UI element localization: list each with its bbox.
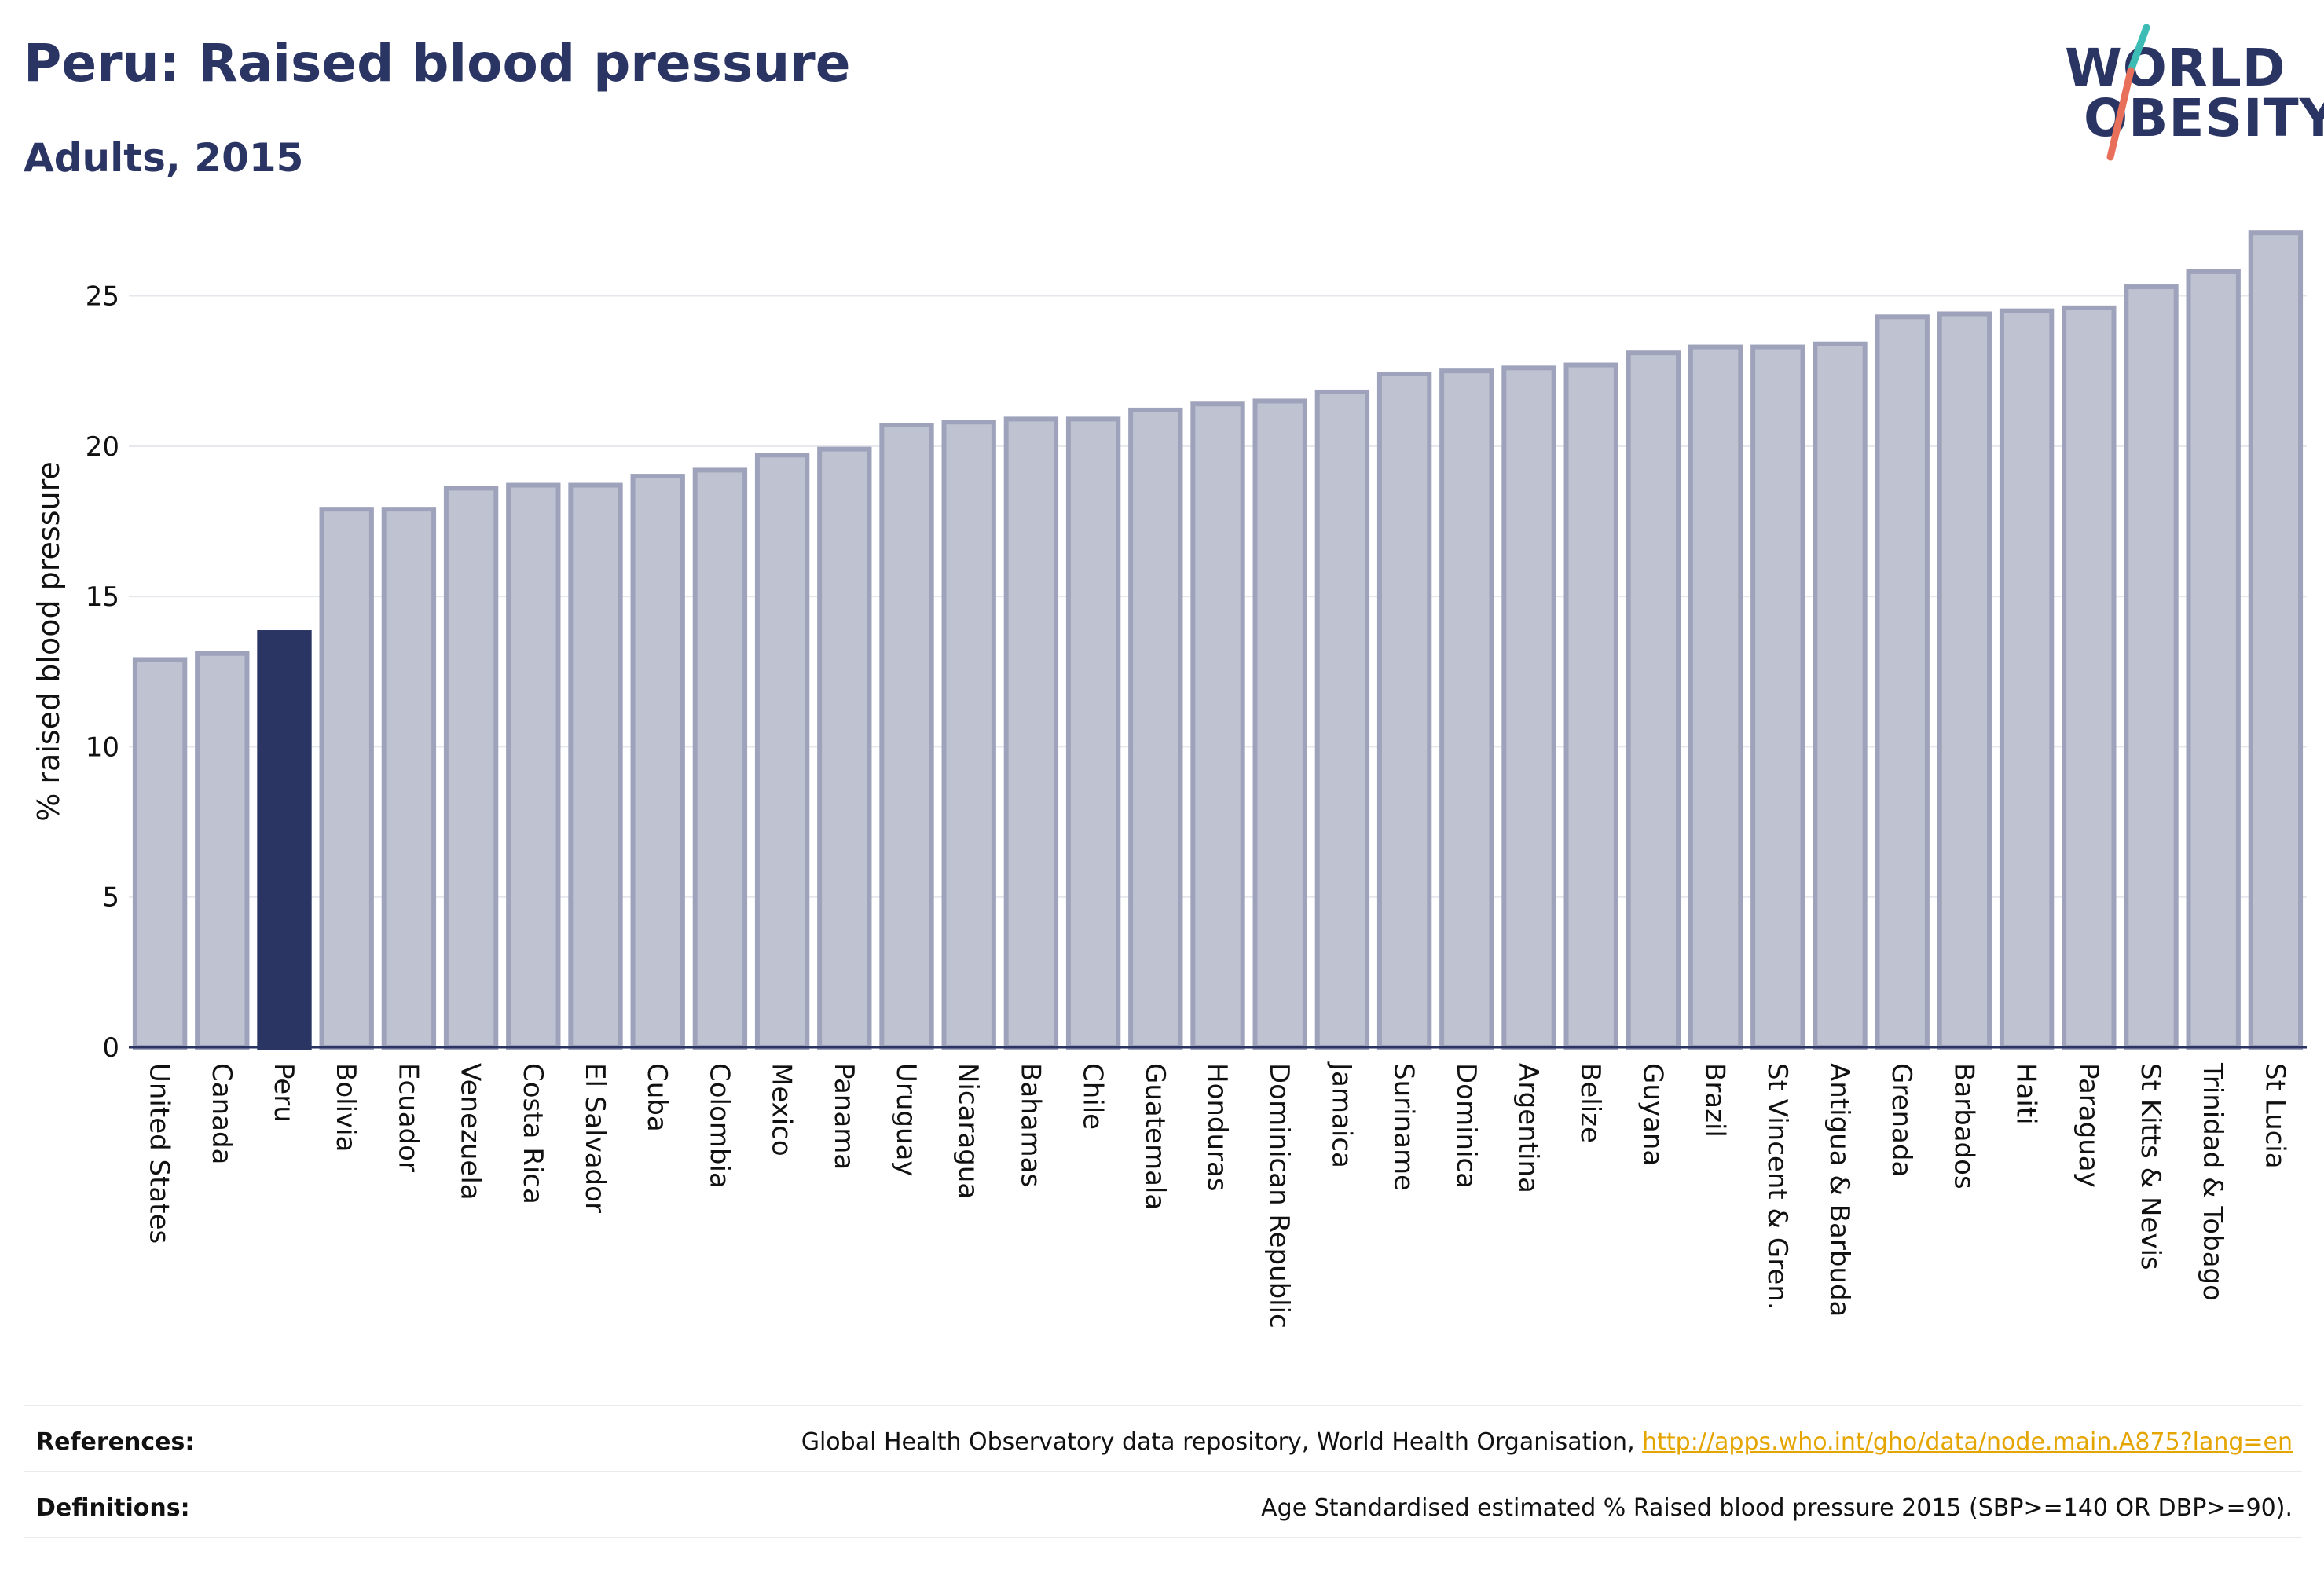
x-tick-label: Chile [1077,1063,1109,1130]
x-axis-ticks: United States Canada Peru Bolivia Ecuador Ven… [144,1061,2291,1329]
x-tick-label: Nicaragua [952,1063,984,1199]
x-tick-label: Ecuador [392,1063,423,1172]
x-tick-label: Panama [828,1063,860,1170]
x-tick-label: Brazil [1699,1063,1731,1138]
x-tick-label: Dominican Republic [1263,1063,1295,1329]
x-tick-label: Haiti [2011,1063,2042,1125]
bar-honduras [1190,401,1245,1050]
bar-chart: 0 5 10 15 20 25 United States Canada Peru Bolivi… [31,230,2307,1329]
bar-trinidad-tobago [2186,269,2241,1050]
bar-nicaragua [941,420,996,1050]
bar-bolivia [319,507,374,1050]
bar-cuba [630,474,685,1050]
references-label: References: [36,1428,195,1456]
x-tick-label: Argentina [1512,1063,1544,1193]
x-tick-label: St Vincent & Gren. [1761,1063,1793,1310]
y-axis-ticks: 0 5 10 15 20 25 [86,281,119,1064]
bar-mexico [754,453,810,1050]
x-tick-label: Uruguay [890,1063,922,1177]
x-tick-label: Bolivia [330,1063,361,1152]
x-tick-label: Colombia [703,1063,735,1189]
bar-st-lucia [2248,230,2304,1050]
definitions-text: Age Standardised estimated % Raised bloo… [1261,1494,2293,1522]
bar-bahamas [1003,416,1059,1050]
footer-divider-middle [24,1471,2302,1472]
y-tick-label: 20 [86,431,119,463]
y-tick-label: 25 [86,281,119,313]
world-obesity-logo: WORLD OBESITY [2058,24,2324,165]
y-tick-label: 15 [86,581,119,613]
x-tick-label: Antigua & Barbuda [1824,1063,1855,1317]
bars [132,230,2304,1050]
definitions-label: Definitions: [36,1494,190,1522]
y-tick-label: 5 [102,882,119,914]
references-link[interactable]: http://apps.who.int/gho/data/node.main.A… [1642,1428,2293,1456]
bar-costa-rica [506,482,561,1050]
bar-antigua-barbuda [1813,341,1868,1050]
bar-suriname [1376,371,1432,1050]
bar-belize [1563,362,1618,1050]
logo-word-world: WORLD [2065,38,2286,98]
x-tick-label: Cuba [641,1063,673,1132]
x-tick-label: Guatemala [1139,1063,1171,1210]
y-tick-label: 0 [102,1032,119,1064]
bar-dominican-republic [1252,398,1307,1050]
x-tick-label: Guyana [1637,1063,1668,1166]
x-tick-label: St Kitts & Nevis [2135,1063,2166,1270]
bar-st-vincent-gren- [1750,344,1805,1050]
bar-peru [257,630,312,1050]
x-tick-label: Grenada [1886,1063,1917,1177]
footer-divider-bottom [24,1537,2302,1538]
x-tick-label: Dominica [1450,1063,1482,1189]
x-tick-label: St Lucia [2259,1063,2290,1169]
bar-dominica [1439,368,1494,1050]
x-tick-label: Honduras [1201,1063,1233,1192]
x-tick-label: Jamaica [1325,1061,1357,1168]
references-source: Global Health Observatory data repositor… [801,1428,1643,1456]
y-tick-label: 10 [86,731,119,763]
bar-haiti [1999,308,2055,1050]
bar-uruguay [879,423,934,1050]
x-tick-label: Mexico [766,1063,797,1156]
bar-panama [817,446,872,1050]
x-tick-label: Suriname [1388,1063,1420,1191]
bar-st-kitts-nevis [2124,284,2179,1050]
y-axis-label: % raised blood pressure [31,461,66,822]
bar-guatemala [1128,407,1183,1050]
bar-united-states [132,657,188,1050]
page-subtitle: Adults, 2015 [24,135,304,181]
bar-ecuador [381,507,437,1050]
bar-el-salvador [568,482,623,1050]
logo-slash-icon [2106,24,2150,161]
bar-argentina [1501,365,1556,1050]
bar-guyana [1626,350,1681,1050]
footer-divider-top [24,1405,2302,1406]
bar-brazil [1688,344,1743,1050]
x-tick-label: Canada [206,1063,237,1164]
bar-canada [195,651,250,1050]
references-text: Global Health Observatory data repositor… [801,1428,2293,1456]
x-tick-label: Venezuela [455,1063,486,1200]
x-tick-label: El Salvador [579,1063,610,1213]
x-tick-label: Trinidad & Tobago [2197,1062,2228,1301]
bar-chile [1065,416,1121,1050]
x-tick-label: Peru [268,1063,299,1123]
bar-colombia [692,467,748,1050]
x-tick-label: United States [144,1063,175,1244]
bar-jamaica [1314,389,1370,1050]
x-tick-label: Paraguay [2073,1063,2104,1188]
page-title: Peru: Raised blood pressure [24,33,851,93]
x-tick-label: Barbados [1948,1063,1979,1189]
bar-grenada [1875,314,1930,1050]
x-tick-label: Belize [1574,1063,1606,1143]
bar-paraguay [2062,305,2117,1050]
x-tick-label: Bahamas [1014,1063,1046,1187]
bar-venezuela [443,486,499,1050]
bar-barbados [1937,311,1992,1050]
x-tick-label: Costa Rica [517,1063,548,1204]
